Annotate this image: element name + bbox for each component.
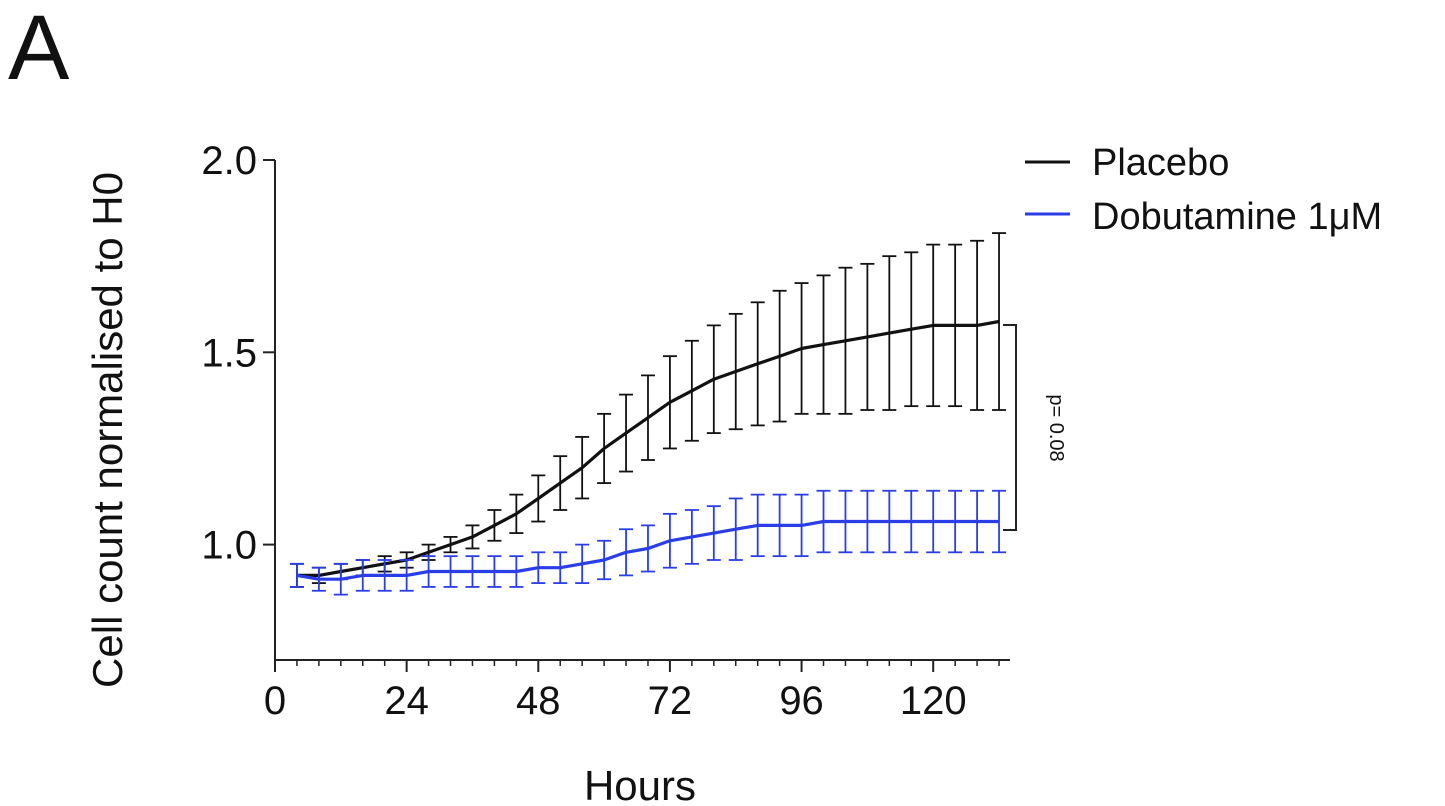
x-tick-label: 96: [779, 679, 824, 723]
x-axis: 0 24 48 72 96 120: [264, 659, 1010, 723]
series-dobutamine: [289, 489, 1007, 596]
x-tick-label: 24: [384, 679, 429, 723]
y-axis-label: Cell count normalised to H0: [84, 172, 131, 688]
x-tick-label: 120: [900, 679, 967, 723]
series-line: [296, 319, 1000, 577]
significance-bracket: p= 0.08: [1003, 324, 1067, 531]
y-tick-label: 1.0: [201, 524, 257, 568]
x-tick-label: 48: [516, 679, 561, 723]
x-tick-label: 0: [264, 679, 286, 723]
y-axis: 1.0 1.5 2.0: [201, 139, 276, 660]
series-placebo: [289, 232, 1007, 588]
legend-label-placebo: Placebo: [1092, 142, 1229, 184]
series-line: [296, 519, 999, 581]
x-tick-label: 72: [648, 679, 693, 723]
bracket-line: [1003, 324, 1017, 531]
p-value-annotation: p= 0.08: [1045, 394, 1067, 461]
legend: Placebo Dobutamine 1μM: [1025, 142, 1382, 238]
y-tick-label: 2.0: [201, 139, 257, 183]
legend-label-dobutamine: Dobutamine 1μM: [1092, 196, 1382, 238]
series-layer: [289, 232, 1007, 596]
x-axis-label: Hours: [584, 762, 696, 806]
y-tick-label: 1.5: [201, 331, 257, 375]
panel-label: A: [8, 0, 70, 99]
